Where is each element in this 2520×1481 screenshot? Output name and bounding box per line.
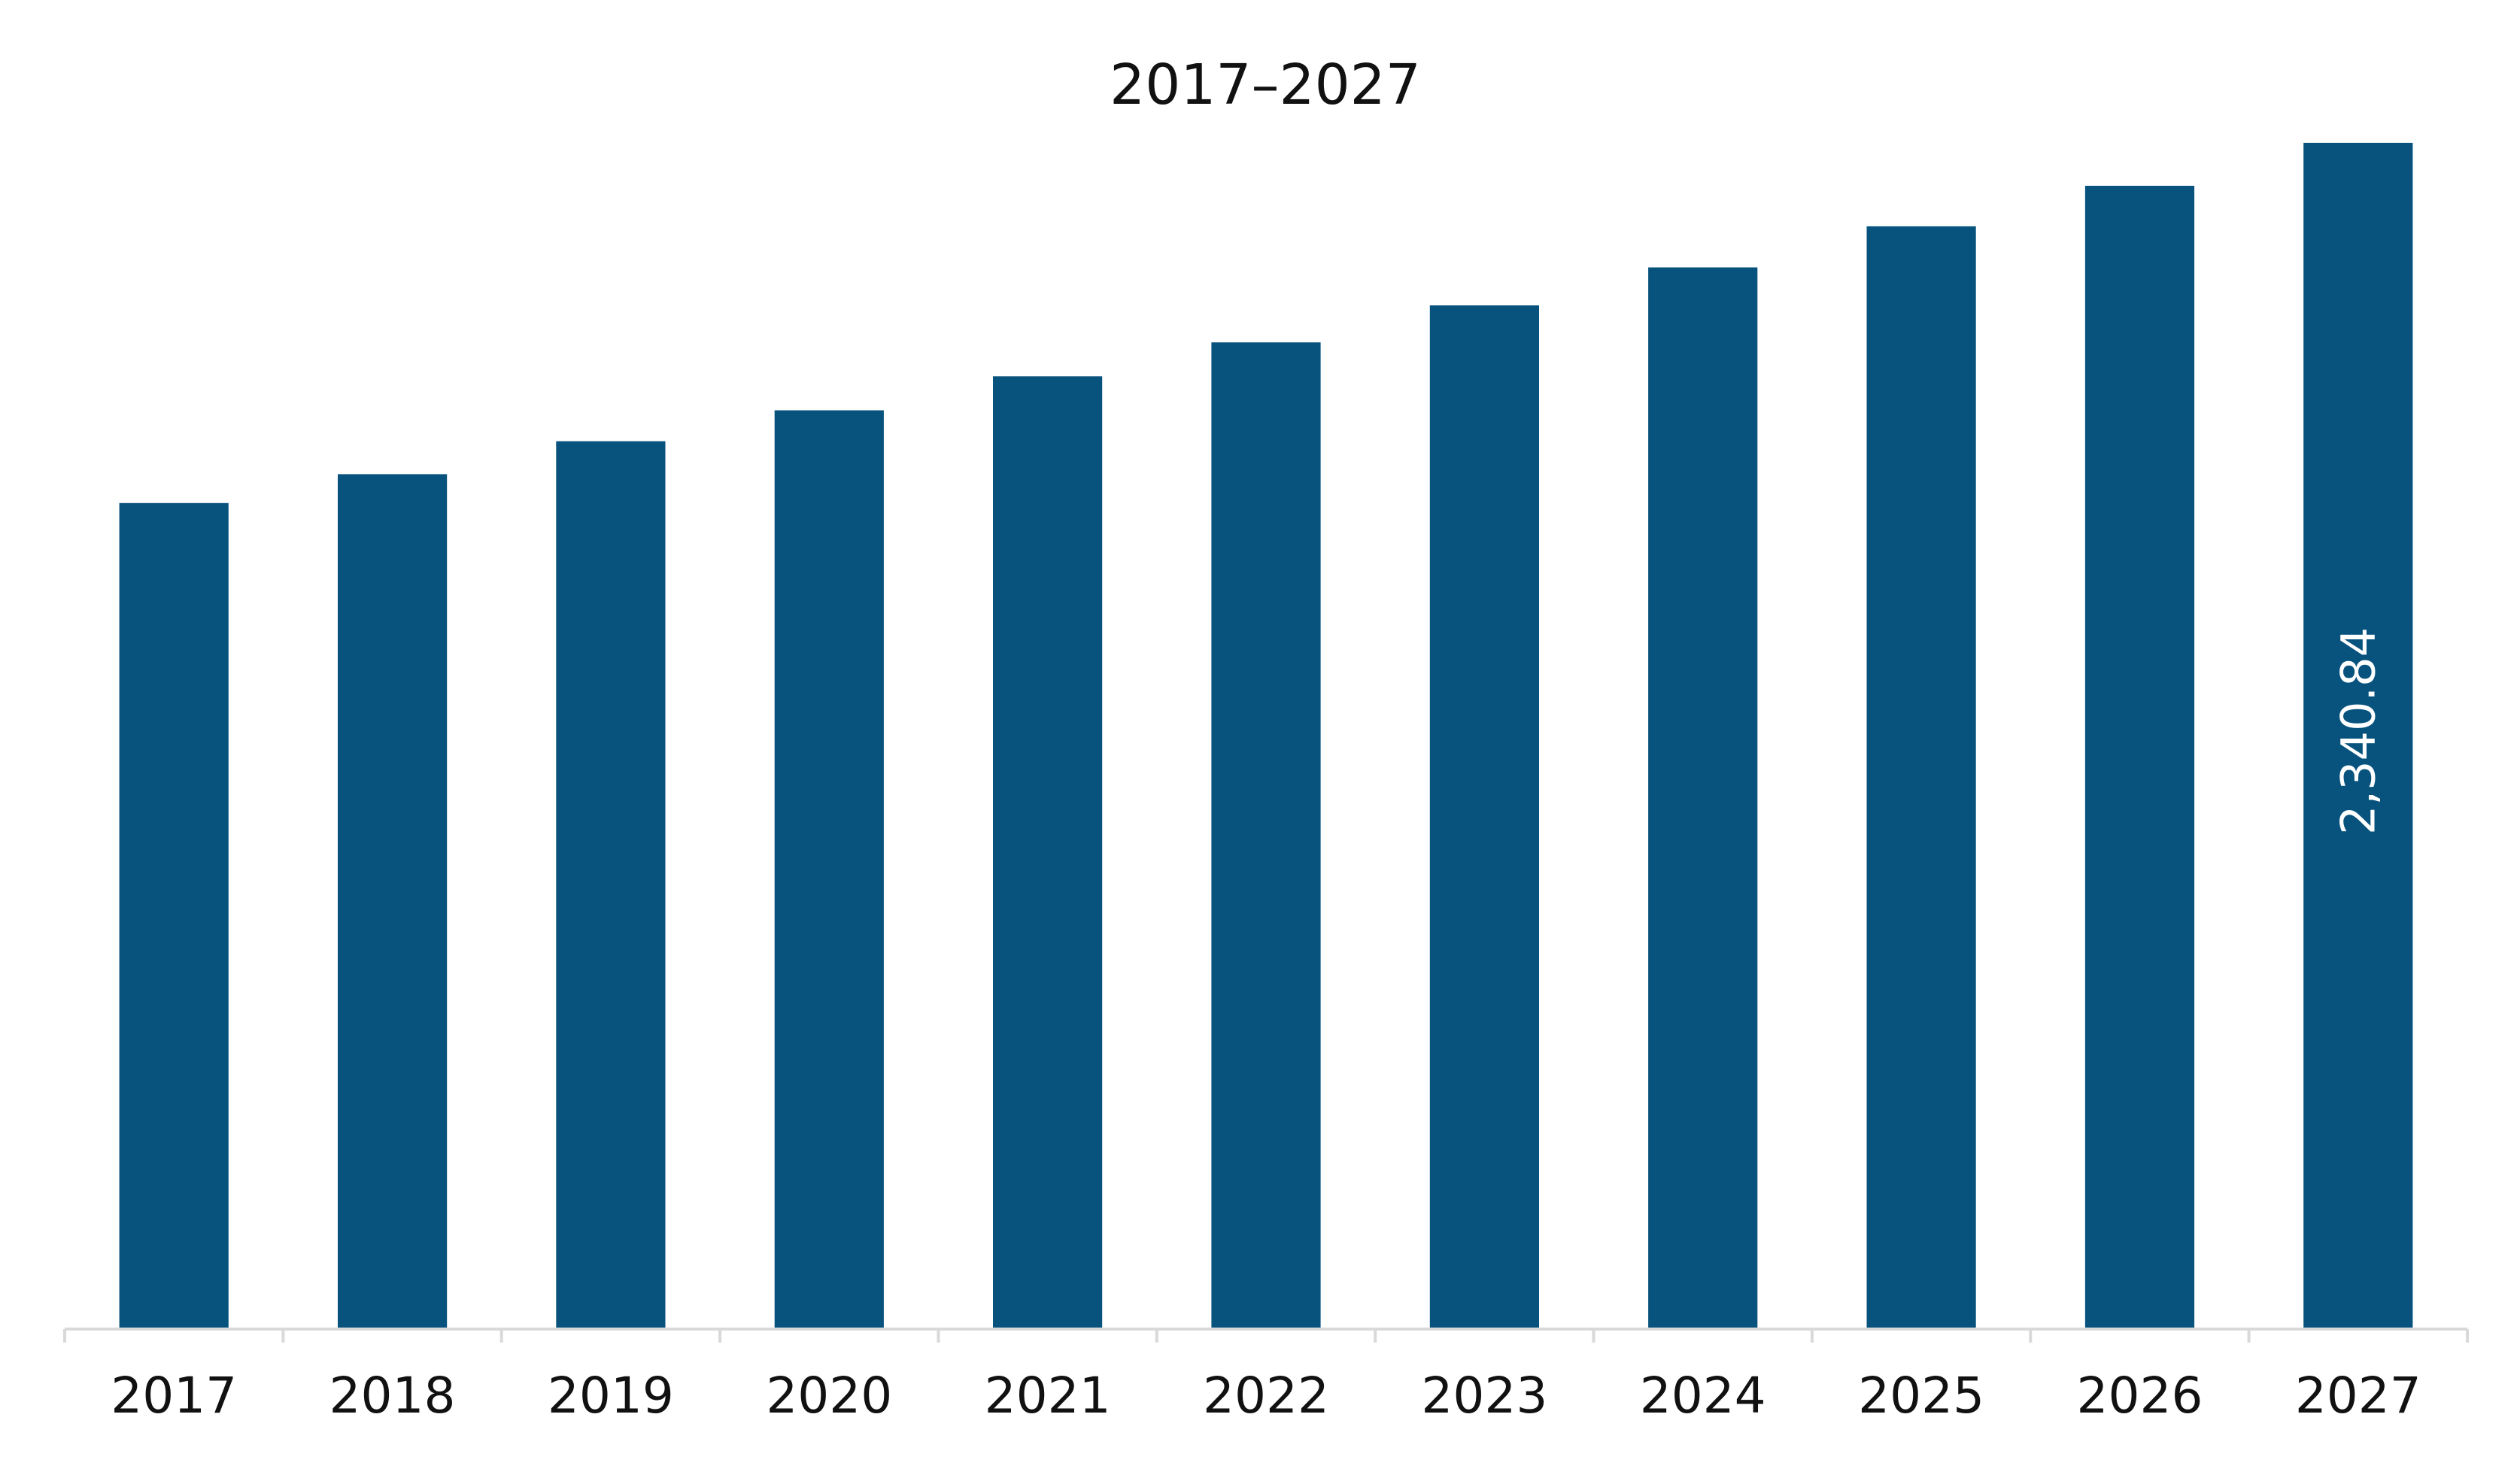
x-tick-label-2025: 2025 (1858, 1367, 1984, 1425)
bar-2023 (1429, 305, 1539, 1329)
bar-2022 (1211, 342, 1321, 1330)
bar-2021 (993, 376, 1103, 1329)
chart-title: 2017–2027 (1110, 53, 1421, 117)
bar-2018 (338, 474, 448, 1329)
data-label-2027: 2,340.84 (2330, 627, 2385, 835)
x-tick-label-2020: 2020 (766, 1367, 892, 1425)
bar-2026 (2084, 186, 2195, 1329)
x-tick-label-2027: 2027 (2295, 1367, 2421, 1425)
x-tick-label-2023: 2023 (1421, 1367, 1547, 1425)
x-tick-label-2026: 2026 (2077, 1367, 2203, 1425)
x-tick-labels: 2017 2018 2019 2020 2021 2022 2023 2024 2025 2026… (111, 1367, 2421, 1425)
x-axis (63, 1328, 2469, 1343)
x-tick-label-2021: 2021 (985, 1367, 1111, 1425)
bar-2020 (774, 410, 884, 1329)
x-tick-label-2019: 2019 (548, 1367, 674, 1425)
bar-2027 (2303, 142, 2413, 1329)
bar-2025 (1866, 226, 1976, 1329)
bar-2019 (556, 441, 666, 1329)
x-tick-label-2018: 2018 (329, 1367, 456, 1425)
x-tick-label-2022: 2022 (1203, 1367, 1329, 1425)
bar-2024 (1648, 267, 1758, 1329)
bars-layer (119, 142, 2413, 1330)
x-tick-label-2024: 2024 (1640, 1367, 1766, 1425)
x-tick-label-2017: 2017 (111, 1367, 237, 1425)
bar-2017 (119, 502, 229, 1329)
data-labels: 2,340.84 (2330, 627, 2385, 835)
